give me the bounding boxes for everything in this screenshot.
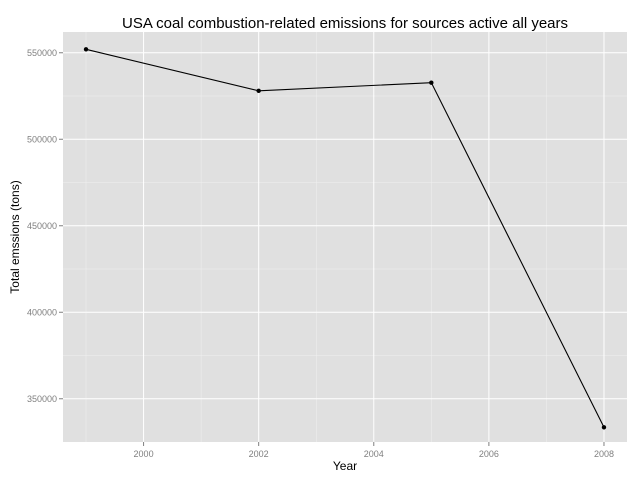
x-axis-title: Year <box>333 459 357 473</box>
data-point <box>429 80 434 85</box>
x-tick-marks <box>143 442 605 446</box>
y-tick-marks <box>59 52 63 400</box>
y-tick-label: 400000 <box>27 307 57 317</box>
x-tick-label: 2008 <box>594 449 614 459</box>
y-tick-labels: 350000 400000 450000 500000 550000 <box>27 48 57 404</box>
series-layer <box>83 47 607 430</box>
panel-background <box>63 32 627 442</box>
data-point <box>601 425 607 430</box>
y-tick-label: 550000 <box>27 48 57 58</box>
x-tick-label: 2000 <box>134 449 154 459</box>
y-tick-label: 350000 <box>27 394 57 404</box>
x-tick-label: 2006 <box>479 449 499 459</box>
y-tick-label: 500000 <box>27 134 57 144</box>
y-axis-title: Total emssions (tons) <box>8 180 22 293</box>
x-tick-label: 2002 <box>249 449 269 459</box>
major-grid-lines <box>63 32 627 442</box>
x-tick-labels: 2000 2002 2004 2006 2008 <box>134 449 614 459</box>
minor-grid-lines <box>63 32 627 442</box>
y-tick-label: 450000 <box>27 221 57 231</box>
data-point <box>256 88 261 94</box>
series-line <box>85 48 605 428</box>
x-tick-label: 2004 <box>364 449 384 459</box>
data-point <box>83 47 89 52</box>
chart-title: USA coal combustion-related emissions fo… <box>122 15 568 32</box>
